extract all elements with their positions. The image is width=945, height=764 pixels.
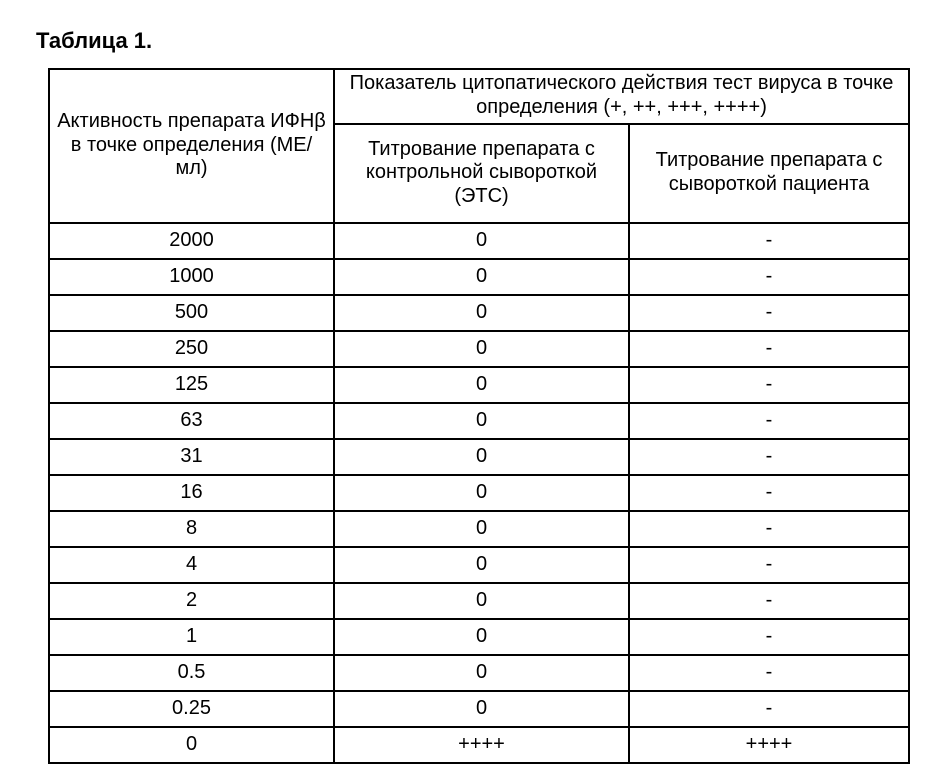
cell-activity: 8	[49, 511, 334, 547]
table-row: 125 0 -	[49, 367, 909, 403]
cell-patient: -	[629, 367, 909, 403]
cell-ctrl: 0	[334, 259, 629, 295]
table-row: 0 ++++ ++++	[49, 727, 909, 763]
cell-patient: -	[629, 583, 909, 619]
table-row: 250 0 -	[49, 331, 909, 367]
cell-activity: 1	[49, 619, 334, 655]
cell-ctrl: 0	[334, 367, 629, 403]
cell-ctrl: 0	[334, 439, 629, 475]
cell-ctrl: 0	[334, 295, 629, 331]
cell-activity: 0.25	[49, 691, 334, 727]
cell-patient: -	[629, 547, 909, 583]
cell-activity: 0.5	[49, 655, 334, 691]
cell-ctrl: 0	[334, 403, 629, 439]
cell-activity: 250	[49, 331, 334, 367]
table-row: 16 0 -	[49, 475, 909, 511]
col-header-patient-serum: Титрование препарата с сывороткой пациен…	[629, 124, 909, 223]
cell-patient: -	[629, 655, 909, 691]
table-caption: Таблица 1.	[36, 28, 911, 54]
col-header-activity: Активность препарата ИФНβ в точке опреде…	[49, 69, 334, 223]
table-row: 31 0 -	[49, 439, 909, 475]
table-row: 1 0 -	[49, 619, 909, 655]
cell-patient: -	[629, 259, 909, 295]
cell-ctrl: 0	[334, 331, 629, 367]
cell-activity: 31	[49, 439, 334, 475]
cell-ctrl: ++++	[334, 727, 629, 763]
cell-patient: -	[629, 475, 909, 511]
cell-patient: -	[629, 619, 909, 655]
table-row: 4 0 -	[49, 547, 909, 583]
cell-patient: -	[629, 223, 909, 259]
cell-patient: -	[629, 403, 909, 439]
cell-ctrl: 0	[334, 583, 629, 619]
table-row: 2 0 -	[49, 583, 909, 619]
cell-activity: 1000	[49, 259, 334, 295]
cell-patient: -	[629, 295, 909, 331]
cell-patient: -	[629, 511, 909, 547]
data-table: Активность препарата ИФНβ в точке опреде…	[48, 68, 910, 764]
cell-patient: -	[629, 691, 909, 727]
cell-activity: 500	[49, 295, 334, 331]
cell-ctrl: 0	[334, 223, 629, 259]
cell-activity: 2000	[49, 223, 334, 259]
cell-ctrl: 0	[334, 619, 629, 655]
table-row: 2000 0 -	[49, 223, 909, 259]
table-body: 2000 0 - 1000 0 - 500 0 - 250 0 - 125 0 …	[49, 223, 909, 763]
cell-patient: ++++	[629, 727, 909, 763]
cell-activity: 63	[49, 403, 334, 439]
cell-ctrl: 0	[334, 475, 629, 511]
cell-activity: 16	[49, 475, 334, 511]
table-row: 8 0 -	[49, 511, 909, 547]
col-header-control-serum: Титрование препарата с контрольной сывор…	[334, 124, 629, 223]
cell-ctrl: 0	[334, 547, 629, 583]
table-row: 63 0 -	[49, 403, 909, 439]
table-row: 1000 0 -	[49, 259, 909, 295]
cell-activity: 125	[49, 367, 334, 403]
cell-activity: 2	[49, 583, 334, 619]
cell-ctrl: 0	[334, 691, 629, 727]
cell-patient: -	[629, 331, 909, 367]
table-row: 0.5 0 -	[49, 655, 909, 691]
cell-ctrl: 0	[334, 655, 629, 691]
col-header-cpd: Показатель цитопатического действия тест…	[334, 69, 909, 124]
cell-patient: -	[629, 439, 909, 475]
cell-activity: 0	[49, 727, 334, 763]
cell-activity: 4	[49, 547, 334, 583]
table-row: 500 0 -	[49, 295, 909, 331]
table-row: 0.25 0 -	[49, 691, 909, 727]
cell-ctrl: 0	[334, 511, 629, 547]
